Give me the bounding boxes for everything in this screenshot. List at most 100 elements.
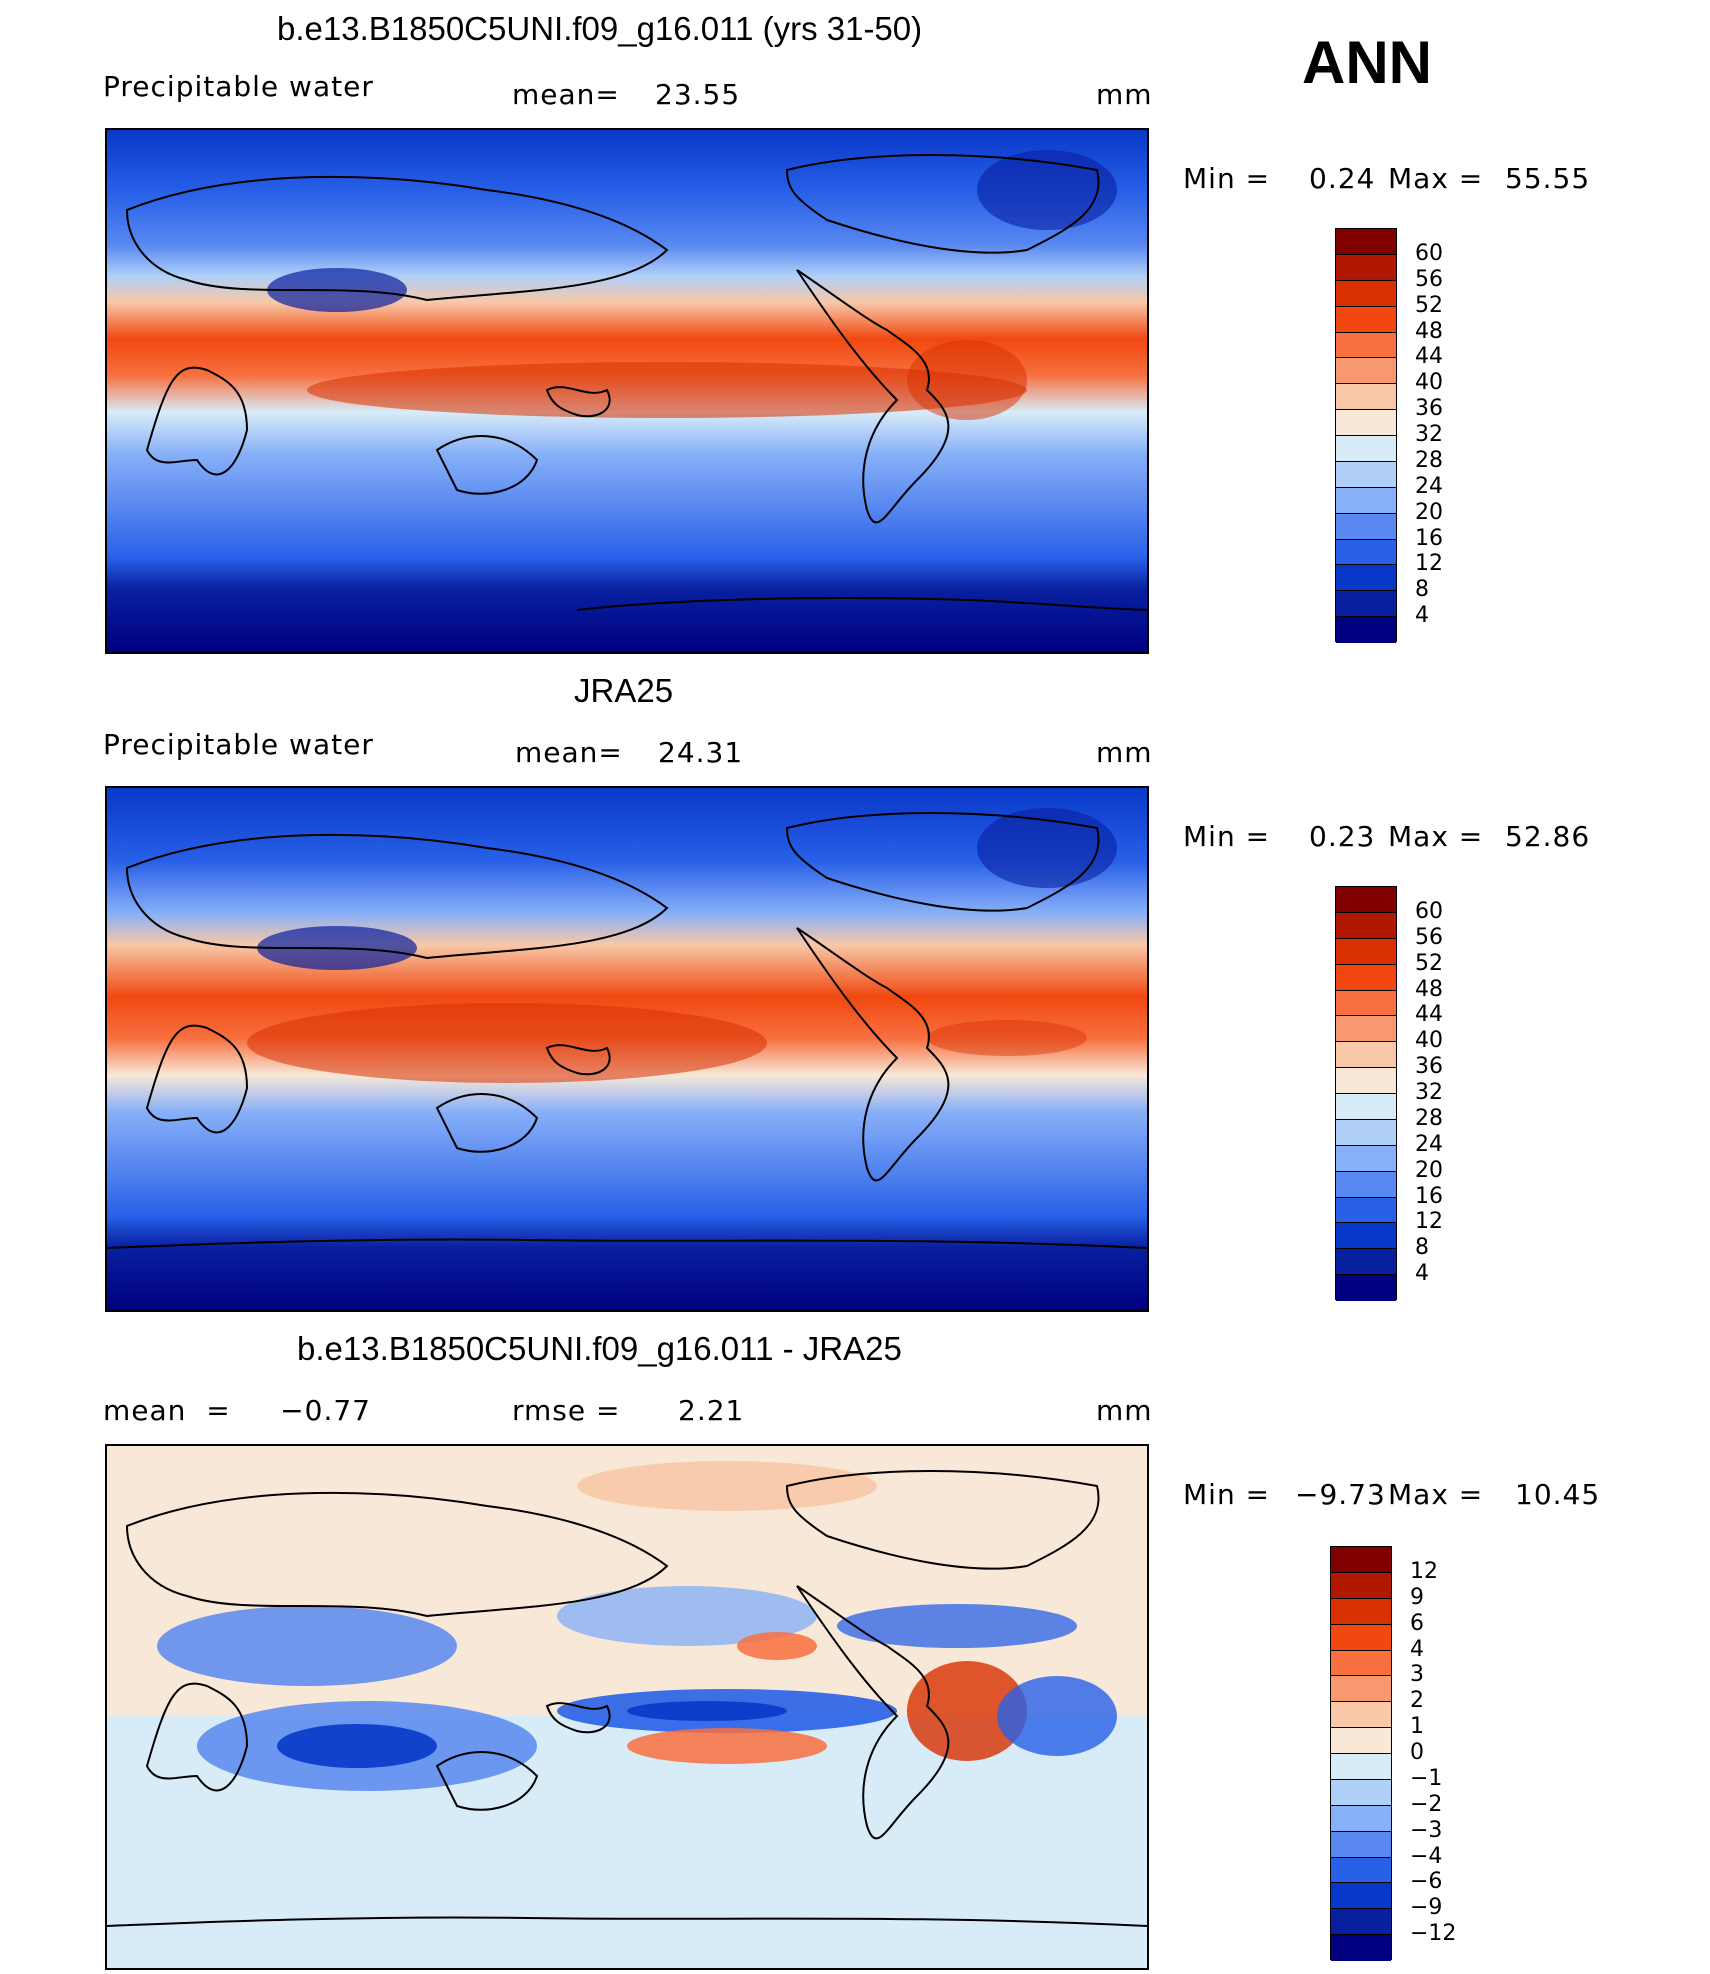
colorbar-tick-label: 52 — [1415, 950, 1443, 976]
colorbar-tick-label: 40 — [1415, 370, 1443, 396]
panel-title-model: b.e13.B1850C5UNI.f09_g16.011 (yrs 31-50) — [277, 10, 923, 47]
colorbar-swatch — [1336, 1119, 1396, 1146]
season-label: ANN — [1302, 29, 1432, 96]
colorbar-tick-label: 40 — [1415, 1028, 1443, 1054]
colorbar-swatch — [1336, 487, 1396, 514]
colorbar-swatch — [1336, 513, 1396, 540]
colorbar-swatch — [1336, 1171, 1396, 1198]
colorbar-tick-label: 32 — [1415, 1080, 1443, 1105]
colorbar-tick-label: −12 — [1410, 1921, 1457, 1947]
variable-label-obs: Precipitable water — [103, 728, 374, 761]
colorbar-swatch — [1331, 1805, 1391, 1832]
colorbar-swatch — [1331, 1598, 1391, 1625]
min-value-obs: 0.23 — [1309, 820, 1376, 853]
colorbar-tick-label: 1 — [1410, 1714, 1424, 1740]
colorbar-tick-label: −6 — [1410, 1869, 1443, 1895]
colorbar-tick-label: 36 — [1415, 396, 1443, 422]
colorbar-tick-label: 48 — [1415, 976, 1443, 1002]
colorbar-tick-label: 24 — [1415, 1131, 1443, 1157]
colorbar-swatch — [1331, 1831, 1391, 1858]
colorbar-tick-label: 4 — [1410, 1636, 1424, 1662]
colorbar-tick-label: 2 — [1410, 1688, 1424, 1714]
colorbar-swatch — [1336, 1249, 1396, 1276]
colorbar-swatch — [1331, 1883, 1391, 1910]
colorbar-swatch — [1336, 887, 1396, 913]
max-label-obs: Max = — [1388, 820, 1484, 853]
colorbar-tick-label: 44 — [1415, 344, 1443, 370]
min-value-model: 0.24 — [1309, 162, 1376, 195]
colorbar-swatch — [1336, 938, 1396, 965]
colorbar-swatch — [1336, 964, 1396, 991]
colorbar-tick-label: 4 — [1415, 1261, 1429, 1287]
colorbar-swatch — [1331, 1779, 1391, 1806]
colorbar-swatch — [1331, 1547, 1391, 1573]
colorbar-tick-label: 12 — [1415, 551, 1443, 577]
colorbar-swatch — [1331, 1572, 1391, 1599]
colorbar-tick-label: 4 — [1415, 603, 1429, 629]
colorbar-tick-label: 28 — [1415, 447, 1443, 473]
colorbar-swatch — [1336, 1042, 1396, 1069]
mean-label-obs: mean= — [515, 736, 623, 769]
rmse-value-diff: 2.21 — [678, 1394, 745, 1427]
colorbar-tick-label: 20 — [1415, 1157, 1443, 1183]
colorbar-tick-label: 9 — [1410, 1584, 1424, 1610]
colorbar-tick-label: 52 — [1415, 292, 1443, 318]
colorbar-swatch — [1331, 1650, 1391, 1677]
colorbar-swatch — [1331, 1624, 1391, 1651]
units-label-model: mm — [1096, 78, 1153, 111]
colorbar-swatch — [1336, 1068, 1396, 1094]
colorbar-swatch — [1331, 1857, 1391, 1884]
map-obs — [105, 786, 1149, 1312]
colorbar-swatch — [1336, 912, 1396, 939]
colorbar-swatch — [1336, 1145, 1396, 1172]
colorbar-swatch — [1331, 1676, 1391, 1703]
colorbar-swatch — [1336, 229, 1396, 255]
colorbar-tick-label: −9 — [1410, 1895, 1443, 1921]
colorbar-swatch — [1336, 565, 1396, 592]
min-label-model: Min = — [1183, 162, 1271, 195]
colorbar-tick-label: 28 — [1415, 1105, 1443, 1131]
colorbar-tick-label: 3 — [1410, 1662, 1424, 1688]
mean-value-obs: 24.31 — [658, 736, 744, 769]
colorbar-swatch — [1336, 280, 1396, 307]
colorbar-swatch — [1331, 1935, 1391, 1961]
colorbar-swatch — [1336, 332, 1396, 359]
colorbar-tick-label: 0 — [1410, 1740, 1424, 1765]
min-value-diff: −9.73 — [1295, 1478, 1386, 1511]
colorbar-swatch — [1336, 1094, 1396, 1120]
colorbar-swatch — [1336, 1016, 1396, 1043]
mean-value-model: 23.55 — [655, 78, 741, 111]
rmse-label-diff: rmse = — [512, 1394, 621, 1427]
colorbar-tick-label: 20 — [1415, 499, 1443, 525]
colorbar-tick-label: 32 — [1415, 422, 1443, 447]
colorbar-tick-label: −4 — [1410, 1843, 1443, 1869]
colorbar-swatch — [1331, 1728, 1391, 1754]
colorbar-swatch — [1336, 461, 1396, 488]
colorbar-swatch — [1336, 539, 1396, 566]
colorbar-swatch — [1331, 1754, 1391, 1780]
colorbar-tick-label: 56 — [1415, 266, 1443, 292]
colorbar-swatch — [1336, 410, 1396, 436]
max-value-model: 55.55 — [1505, 162, 1591, 195]
colorbar-tick-label: 24 — [1415, 473, 1443, 499]
colorbar-swatch — [1336, 1223, 1396, 1250]
colorbar-swatch — [1336, 990, 1396, 1017]
min-label-diff: Min = — [1183, 1478, 1271, 1511]
colorbar-swatch — [1331, 1702, 1391, 1729]
variable-label-model: Precipitable water — [103, 70, 374, 103]
colorbar-tick-label: 6 — [1410, 1610, 1424, 1636]
max-label-model: Max = — [1388, 162, 1484, 195]
colorbar-swatch — [1331, 1909, 1391, 1936]
units-label-diff: mm — [1096, 1394, 1153, 1427]
colorbar-tick-label: 48 — [1415, 318, 1443, 344]
units-label-obs: mm — [1096, 736, 1153, 769]
colorbar-tick-label: 16 — [1415, 525, 1443, 551]
colorbar-tick-label: 16 — [1415, 1183, 1443, 1209]
colorbar-obs — [1335, 886, 1397, 1301]
map-model — [105, 128, 1149, 654]
colorbar-tick-label: 12 — [1415, 1209, 1443, 1235]
colorbar-swatch — [1336, 591, 1396, 618]
colorbar-tick-label: −1 — [1410, 1765, 1443, 1791]
colorbar-swatch — [1336, 358, 1396, 385]
colorbar-swatch — [1336, 384, 1396, 411]
